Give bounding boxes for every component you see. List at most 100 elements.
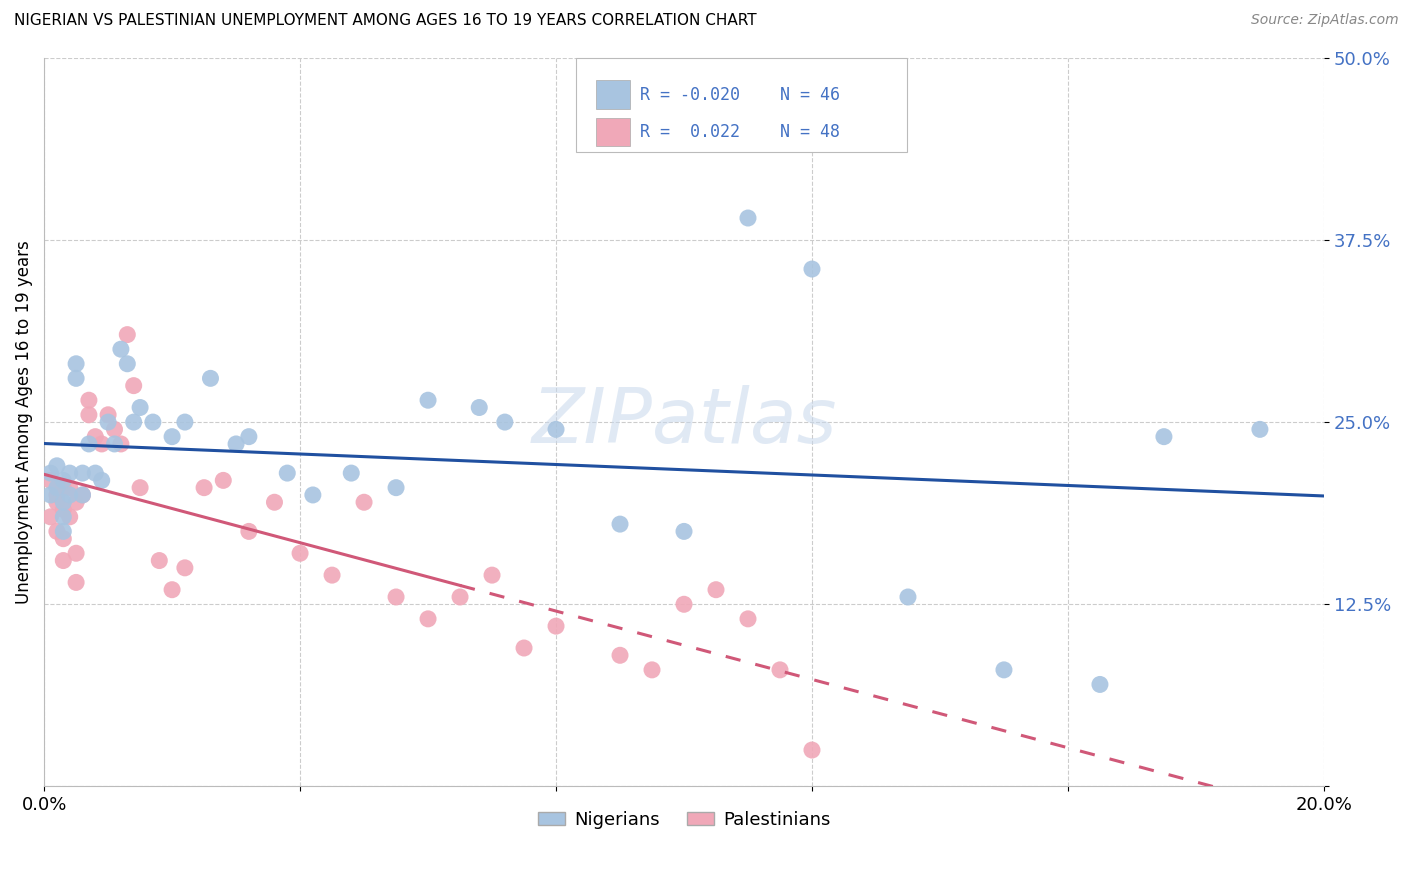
Point — [52, 495, 75, 509]
Point — [39, 488, 62, 502]
Point — [90, 474, 112, 488]
Text: Source: ZipAtlas.com: Source: ZipAtlas.com — [1251, 13, 1399, 28]
Point — [129, 401, 152, 415]
Point — [897, 590, 920, 604]
Y-axis label: Unemployment Among Ages 16 to 19 years: Unemployment Among Ages 16 to 19 years — [15, 240, 32, 604]
Point — [39, 509, 62, 524]
Point — [110, 437, 132, 451]
Point — [77, 437, 100, 451]
Point — [77, 393, 100, 408]
Point — [103, 437, 125, 451]
Point — [238, 430, 260, 444]
Point — [97, 408, 120, 422]
Point — [72, 488, 94, 502]
Point — [173, 415, 195, 429]
Point — [72, 466, 94, 480]
Point — [65, 495, 87, 509]
Point — [544, 619, 567, 633]
Point — [276, 466, 298, 480]
Point — [45, 495, 67, 509]
Point — [193, 481, 215, 495]
Text: R = -0.020    N = 46: R = -0.020 N = 46 — [640, 86, 839, 103]
Point — [65, 546, 87, 560]
Point — [65, 371, 87, 385]
Point — [45, 481, 67, 495]
Point — [1088, 677, 1111, 691]
Point — [769, 663, 792, 677]
Point — [737, 211, 759, 225]
Text: NIGERIAN VS PALESTINIAN UNEMPLOYMENT AMONG AGES 16 TO 19 YEARS CORRELATION CHART: NIGERIAN VS PALESTINIAN UNEMPLOYMENT AMO… — [14, 13, 756, 29]
Point — [609, 648, 631, 663]
Point — [148, 553, 170, 567]
Point — [142, 415, 165, 429]
Point — [52, 553, 75, 567]
Point — [481, 568, 503, 582]
Point — [200, 371, 222, 385]
Point — [173, 561, 195, 575]
Point — [1249, 422, 1271, 436]
Point — [737, 612, 759, 626]
Point — [609, 517, 631, 532]
Point — [117, 357, 139, 371]
Point — [288, 546, 311, 560]
Legend: Nigerians, Palestinians: Nigerians, Palestinians — [530, 804, 838, 836]
Point — [45, 488, 67, 502]
Point — [72, 488, 94, 502]
Point — [468, 401, 491, 415]
Point — [416, 393, 439, 408]
Point — [77, 408, 100, 422]
Point — [59, 488, 82, 502]
Point — [103, 422, 125, 436]
Point — [801, 262, 824, 277]
Point — [160, 430, 183, 444]
Point — [52, 481, 75, 495]
Point — [122, 378, 145, 392]
Point — [672, 524, 695, 539]
Point — [84, 430, 107, 444]
Point — [385, 590, 408, 604]
Point — [672, 597, 695, 611]
Point — [1153, 430, 1175, 444]
Point — [801, 743, 824, 757]
Point — [993, 663, 1015, 677]
Point — [110, 342, 132, 356]
Point — [65, 357, 87, 371]
Point — [59, 509, 82, 524]
Point — [238, 524, 260, 539]
Point — [52, 532, 75, 546]
Point — [641, 663, 664, 677]
Point — [449, 590, 471, 604]
Point — [45, 458, 67, 473]
Point — [544, 422, 567, 436]
Point — [416, 612, 439, 626]
Point — [39, 474, 62, 488]
Point — [52, 502, 75, 516]
Point — [52, 524, 75, 539]
Point — [117, 327, 139, 342]
Point — [52, 509, 75, 524]
Point — [353, 495, 375, 509]
Point — [302, 488, 325, 502]
Point — [225, 437, 247, 451]
Text: R =  0.022    N = 48: R = 0.022 N = 48 — [640, 123, 839, 141]
Text: ZIPatlas: ZIPatlas — [531, 385, 837, 459]
Point — [494, 415, 516, 429]
Point — [513, 640, 536, 655]
Point — [39, 466, 62, 480]
Point — [385, 481, 408, 495]
Point — [90, 437, 112, 451]
Point — [704, 582, 727, 597]
Point — [45, 524, 67, 539]
Point — [212, 474, 235, 488]
Point — [263, 495, 285, 509]
Point — [52, 474, 75, 488]
Point — [321, 568, 343, 582]
Point — [129, 481, 152, 495]
Point — [65, 575, 87, 590]
Point — [59, 466, 82, 480]
Point — [59, 481, 82, 495]
Point — [160, 582, 183, 597]
Point — [340, 466, 363, 480]
Point — [84, 466, 107, 480]
Point — [122, 415, 145, 429]
